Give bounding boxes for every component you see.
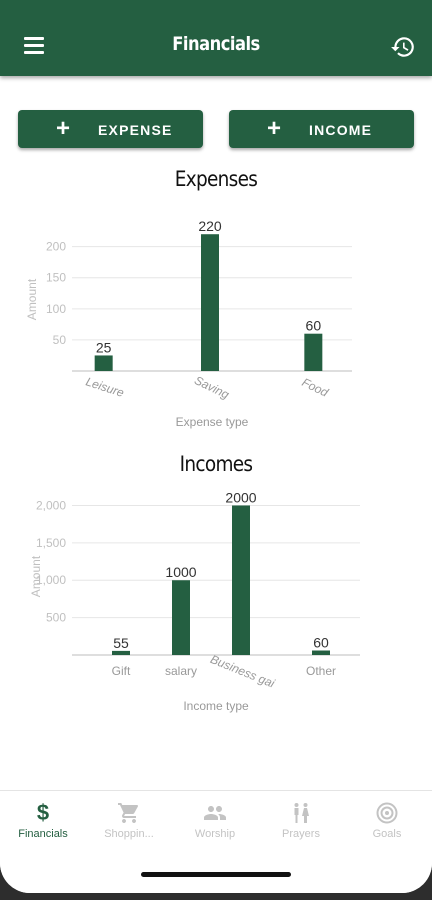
history-icon[interactable] [390, 34, 416, 60]
add-expense-label: EXPENSE [98, 122, 173, 138]
incomes-data-label: 1000 [165, 564, 196, 580]
incomes-chart: Incomes 500 1,000 1,500 2,000 55 Gift 1000 sala… [0, 450, 432, 720]
expenses-data-label: 60 [306, 318, 322, 334]
expenses-y-tick-label: 50 [53, 333, 67, 347]
expenses-y-axis-label: Amount [25, 278, 39, 320]
expenses-bar [304, 333, 323, 371]
dollar-icon: $ [36, 800, 50, 825]
incomes-category-label: Business gai [208, 652, 277, 691]
incomes-bar [112, 650, 130, 655]
expenses-data-label: 25 [96, 339, 112, 355]
nav-label-shopping: Shoppin... [104, 828, 154, 840]
incomes-y-tick-label: 1,000 [36, 573, 66, 587]
plus-icon: + [267, 115, 282, 142]
incomes-chart-title: Incomes [179, 452, 253, 476]
expenses-chart-plot: 50 100 150 200 25 Leisure 220 Saving 60 Food Amoun… [25, 218, 352, 429]
expenses-category-label: Saving [192, 373, 231, 402]
shopping-cart-icon [86, 801, 172, 825]
page-title: Financials [172, 33, 260, 55]
nav-item-prayers[interactable]: Prayers [258, 791, 344, 851]
incomes-category-label: salary [165, 664, 197, 678]
nav-label-prayers: Prayers [282, 828, 320, 840]
expenses-category-label: Leisure [84, 374, 126, 400]
hamburger-menu-icon[interactable] [22, 36, 46, 56]
incomes-y-tick-label: 500 [46, 611, 66, 625]
expenses-bar [201, 234, 219, 371]
incomes-y-axis-label: Amount [29, 555, 43, 597]
incomes-y-tick-label: 1,500 [36, 536, 66, 550]
expenses-bar [94, 355, 113, 371]
expenses-chart: Expenses 50 100 150 200 25 Leisure 220 Saving 60… [0, 165, 432, 435]
add-income-label: INCOME [309, 122, 373, 138]
add-expense-button[interactable]: + EXPENSE [18, 110, 203, 148]
incomes-y-tick-label: 2,000 [36, 498, 66, 512]
incomes-data-label: 60 [313, 635, 329, 651]
nav-label-goals: Goals [372, 828, 402, 840]
incomes-x-axis-label: Income type [183, 699, 249, 713]
nav-item-financials[interactable]: $ Financials [0, 791, 86, 851]
nav-item-shopping[interactable]: Shoppin... [86, 791, 172, 851]
nav-label-worship: Worship [194, 828, 236, 840]
incomes-chart-plot: 500 1,000 1,500 2,000 55 Gift 1000 salary 2000 Bu… [29, 489, 360, 713]
incomes-category-label: Other [306, 664, 336, 678]
expenses-y-tick-label: 150 [46, 271, 66, 285]
target-icon [344, 801, 430, 825]
incomes-data-label: 55 [113, 635, 129, 651]
bottom-navigation: $ Financials Shoppin... Worship Prayers [0, 790, 432, 893]
family-icon [258, 801, 344, 825]
incomes-bar [172, 580, 190, 655]
plus-icon: + [56, 115, 71, 142]
expenses-category-label: Food [300, 375, 331, 400]
expenses-x-axis-label: Expense type [176, 415, 249, 429]
add-income-button[interactable]: + INCOME [229, 110, 414, 148]
incomes-bar [312, 650, 330, 655]
expenses-chart-title: Expenses [174, 167, 258, 191]
expenses-y-tick-label: 200 [46, 240, 66, 254]
app-bar: Financials [0, 0, 432, 76]
nav-item-goals[interactable]: Goals [344, 791, 430, 851]
home-indicator [141, 872, 291, 877]
people-icon [172, 801, 258, 825]
incomes-bar [232, 505, 250, 655]
incomes-category-label: Gift [112, 664, 131, 678]
expenses-y-tick-label: 100 [46, 302, 66, 316]
nav-label-financials: Financials [18, 828, 68, 840]
incomes-data-label: 2000 [225, 489, 256, 505]
nav-item-worship[interactable]: Worship [172, 791, 258, 851]
expenses-data-label: 220 [198, 218, 222, 234]
